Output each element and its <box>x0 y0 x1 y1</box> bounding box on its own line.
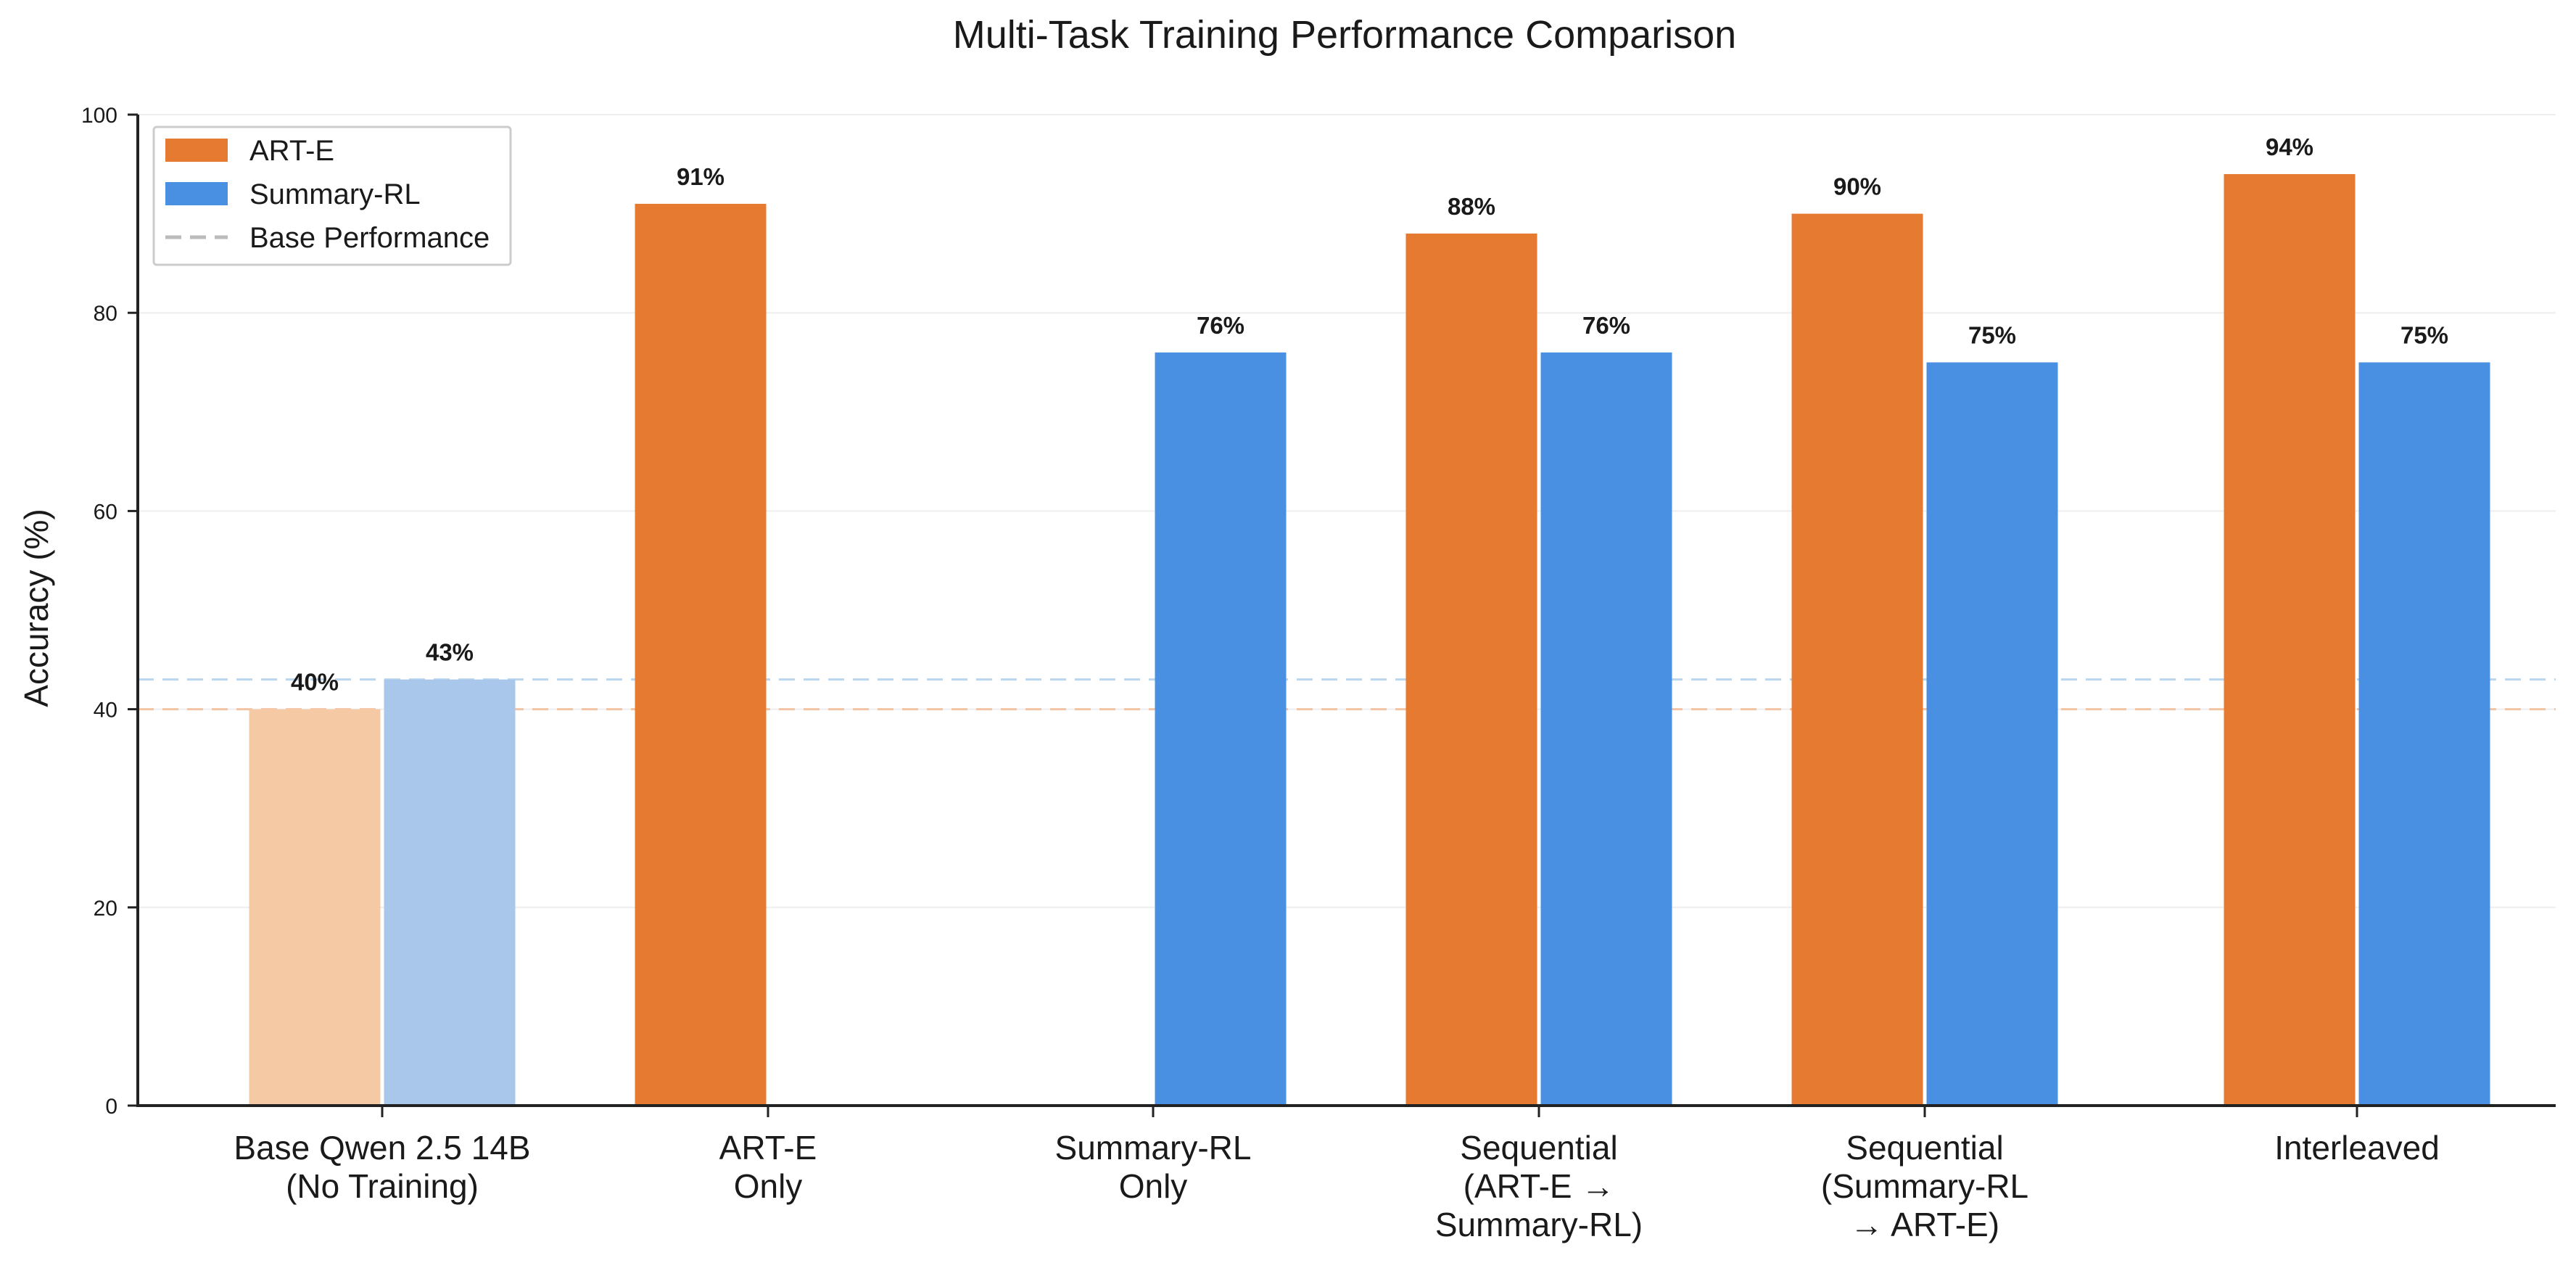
reference-lines <box>138 678 2556 711</box>
bar-art-e <box>1405 233 1537 1106</box>
x-tick-label-line: Sequential <box>1460 1129 1617 1167</box>
x-tick-label: Summary-RL Only <box>1055 1129 1252 1205</box>
data-label: 88% <box>1448 193 1495 220</box>
data-label: 94% <box>2266 133 2313 160</box>
data-label: 90% <box>1833 173 1881 200</box>
data-label: 76% <box>1197 312 1244 339</box>
x-tick-label: ART-E Only <box>719 1129 817 1205</box>
legend-swatch <box>165 182 228 205</box>
x-tick-label-line: Summary-RL) <box>1435 1206 1643 1243</box>
data-label: 40% <box>291 669 339 696</box>
bar-summary-rl <box>1926 362 2058 1106</box>
data-label: 76% <box>1582 312 1630 339</box>
x-tick-label-line: (Summary-RL <box>1821 1167 2028 1205</box>
y-tick-label: 40 <box>94 699 117 723</box>
y-tick-label: 60 <box>94 500 117 524</box>
legend-label: Summary-RL <box>249 178 421 210</box>
y-tick-label: 100 <box>81 104 117 128</box>
x-tick-label-line: → ART-E) <box>1850 1206 1999 1243</box>
data-label: 75% <box>1968 322 2016 349</box>
legend-label: Base Performance <box>249 222 490 254</box>
x-tick-label: Sequential (Summary-RL → ART-E) <box>1821 1129 2028 1243</box>
chart-title: Multi-Task Training Performance Comparis… <box>953 13 1736 57</box>
x-tick-label-line: Only <box>734 1167 803 1205</box>
axes: 0 20 40 60 80 100 Base Qwen 2.5 14B (No Trainin… <box>81 104 2556 1243</box>
x-tick-label-line: Interleaved <box>2274 1129 2440 1167</box>
legend-swatch <box>165 139 228 162</box>
data-label: 91% <box>677 163 724 190</box>
x-tick-label-line: Base Qwen 2.5 14B <box>234 1129 530 1167</box>
x-tick-label-line: Only <box>1119 1167 1188 1205</box>
data-labels: 40% 91% 88% 90% 94% 43% 76% 76% 75% 75% <box>291 133 2448 696</box>
x-tick-label: Sequential (ART-E → Summary-RL) <box>1435 1129 1643 1243</box>
x-tick-label-line: Summary-RL <box>1055 1129 1252 1167</box>
x-tick-label-line: (No Training) <box>286 1167 479 1205</box>
legend-box <box>152 126 512 266</box>
bar-summary-rl <box>384 679 516 1106</box>
legend-label: ART-E <box>249 135 334 167</box>
bar-summary-rl <box>2358 362 2490 1106</box>
bar-art-e <box>2224 173 2356 1106</box>
bar-art-e <box>635 203 767 1106</box>
y-tick-label: 20 <box>94 897 117 921</box>
x-tick-label: Base Qwen 2.5 14B (No Training) <box>234 1129 530 1205</box>
bar-summary-rl <box>1540 352 1672 1106</box>
y-axis-label: Accuracy (%) <box>17 509 55 707</box>
x-tick-label-line: Sequential <box>1846 1129 2003 1167</box>
bar-art-e <box>1791 213 1923 1106</box>
data-label: 75% <box>2400 322 2448 349</box>
bars <box>249 173 2490 1106</box>
bar-art-e <box>249 709 381 1106</box>
y-tick-label: 0 <box>105 1095 117 1119</box>
x-tick-label: Interleaved <box>2274 1129 2440 1167</box>
bar-summary-rl <box>1155 352 1287 1106</box>
data-label: 43% <box>426 639 474 666</box>
legend: ART-E Summary-RL Base Performance <box>152 126 512 266</box>
y-tick-label: 80 <box>94 302 117 326</box>
x-tick-label-line: ART-E <box>719 1129 817 1167</box>
x-tick-label-line: (ART-E → <box>1464 1167 1615 1205</box>
